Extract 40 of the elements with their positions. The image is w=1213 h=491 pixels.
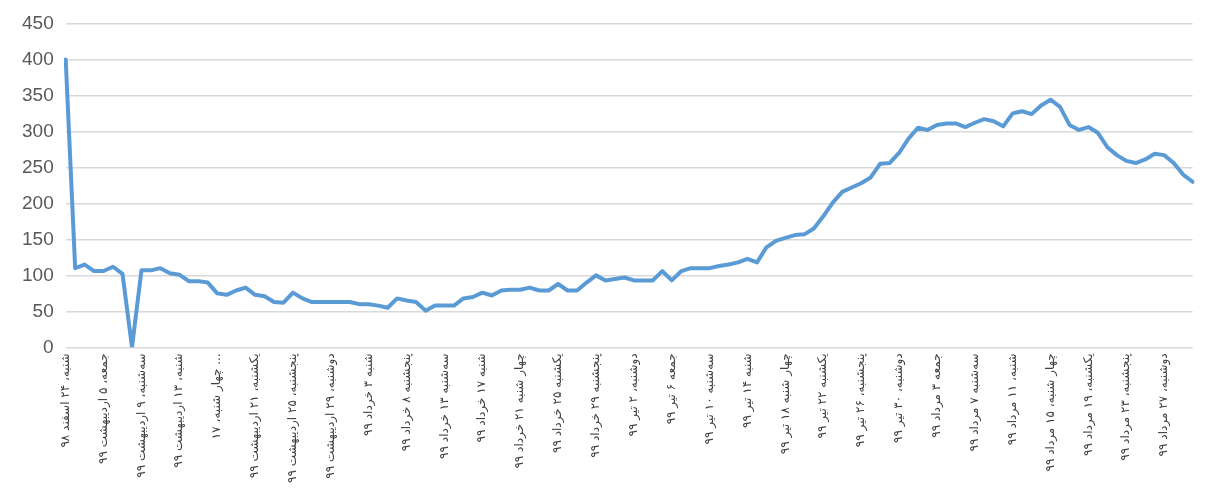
x-tick-label: شنبه ۳ خرداد ۹۹ — [360, 353, 376, 436]
x-tick-label: چهار شنبه، ۱۷ ... — [209, 353, 225, 440]
y-tick-label: 150 — [22, 227, 54, 249]
x-tick-label: دوشنبه، ۳۰ تیر ۹۹ — [891, 353, 907, 443]
x-tick-label: سه‌شنبه ۱۰ تیر ۹۹ — [701, 353, 717, 445]
x-tick-label: یکشنبه ۲۵ خرداد ۹۹ — [550, 353, 566, 454]
y-tick-label: 400 — [22, 47, 54, 69]
x-tick-label: شنبه، ۲۴ اسفند ۹۸ — [57, 353, 72, 448]
x-tick-label: سه‌شنبه ۷ مرداد ۹۹ — [966, 353, 982, 452]
y-tick-label: 450 — [22, 11, 54, 33]
x-tick-label: پنجشنبه ۸ خرداد ۹۹ — [398, 353, 414, 452]
x-tick-label: دوشنبه، ۲ تیر ۹۹ — [626, 353, 642, 437]
x-tick-label: یکشنبه ۲۲ تیر ۹۹ — [815, 353, 831, 439]
x-tick-label: شنبه، ۱۳ اردیبهشت ۹۹ — [171, 353, 187, 468]
x-tick-label: پنجشنبه ۲۹ خرداد ۹۹ — [588, 353, 604, 458]
y-tick-label: 100 — [22, 263, 54, 285]
y-tick-label: 300 — [22, 119, 54, 141]
x-tick-label: پنجشنبه، ۲۶ تیر ۹۹ — [853, 353, 869, 448]
x-tick-label: سه‌شنبه، ۹ اردیبهشت ۹۹ — [133, 353, 149, 478]
x-tick-label: جمعه ۳ مرداد ۹۹ — [929, 353, 945, 438]
x-tick-label: شنبه ۱۴ تیر ۹۹ — [739, 353, 755, 428]
x-tick-label: پنجشنبه، ۲۳ مرداد ۹۹ — [1118, 353, 1134, 461]
x-tick-label: دوشنبه، ۲۹ اردیبهشت ۹۹ — [322, 353, 338, 479]
x-tick-label: یکشنبه، ۱۹ مرداد ۹۹ — [1080, 353, 1096, 456]
y-tick-label: 0 — [43, 335, 54, 357]
x-tick-label: شنبه ۱۷ خرداد ۹۹ — [474, 353, 490, 443]
y-tick-label: 200 — [22, 191, 54, 213]
y-tick-label: 250 — [22, 155, 54, 177]
x-tick-label: دوشنبه، ۲۷ مرداد ۹۹ — [1156, 353, 1172, 457]
x-tick-label: جمعه، ۵ اردیبهشت ۹۹ — [95, 353, 111, 465]
x-tick-label: چهار شنبه، ۱۵ مرداد ۹۹ — [1042, 353, 1058, 472]
x-tick-label: جمعه ۶ تیر ۹۹ — [663, 353, 679, 425]
x-tick-label: شنبه، ۱۱ مرداد ۹۹ — [1004, 353, 1020, 446]
x-tick-label: چهار شنبه ۱۸ تیر ۹۹ — [777, 353, 793, 455]
x-tick-label: پنجشنبه، ۲۵ اردیبهشت ۹۹ — [285, 353, 301, 484]
y-tick-label: 350 — [22, 83, 54, 105]
y-tick-label: 50 — [32, 299, 54, 321]
x-tick-label: چهار شنبه ۲۱ خرداد ۹۹ — [512, 353, 528, 469]
x-tick-label: یکشنبه، ۲۱ اردیبهشت ۹۹ — [247, 353, 263, 479]
x-tick-label: سه‌شنبه ۱۳ خرداد ۹۹ — [436, 353, 452, 459]
